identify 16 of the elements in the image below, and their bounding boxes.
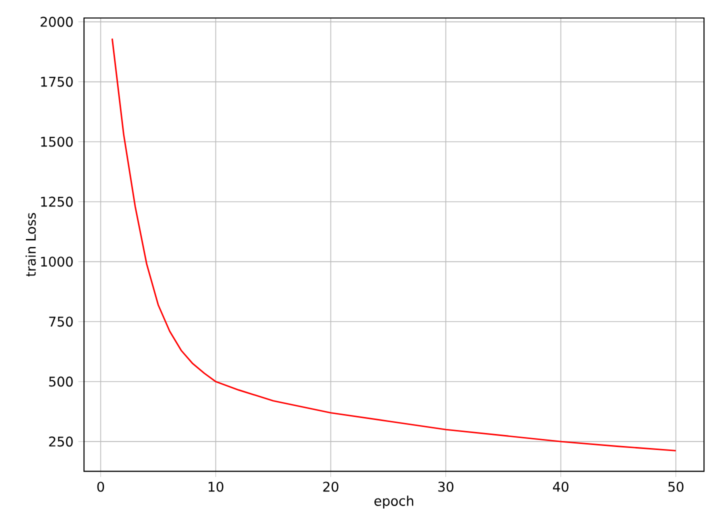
y-tick-label: 1250: [41, 196, 73, 207]
y-tick-label: 2000: [40, 16, 73, 27]
y-axis-title: train Loss: [26, 213, 36, 277]
y-tick-label: 1500: [41, 136, 73, 147]
x-tick-label: 20: [323, 482, 338, 492]
y-tick-label: 750: [49, 316, 73, 327]
y-tick-label: 250: [49, 436, 73, 447]
x-tick-label: 40: [552, 482, 568, 492]
x-tick-label: 0: [97, 482, 104, 492]
y-tick-label: 1750: [41, 76, 73, 87]
x-tick-label: 10: [208, 482, 224, 492]
x-axis-title: epoch: [374, 496, 414, 509]
x-tick-label: 50: [668, 482, 684, 492]
x-tick-label: 30: [438, 482, 454, 492]
y-tick-label: 500: [49, 376, 73, 387]
y-tick-label: 1000: [41, 256, 73, 267]
